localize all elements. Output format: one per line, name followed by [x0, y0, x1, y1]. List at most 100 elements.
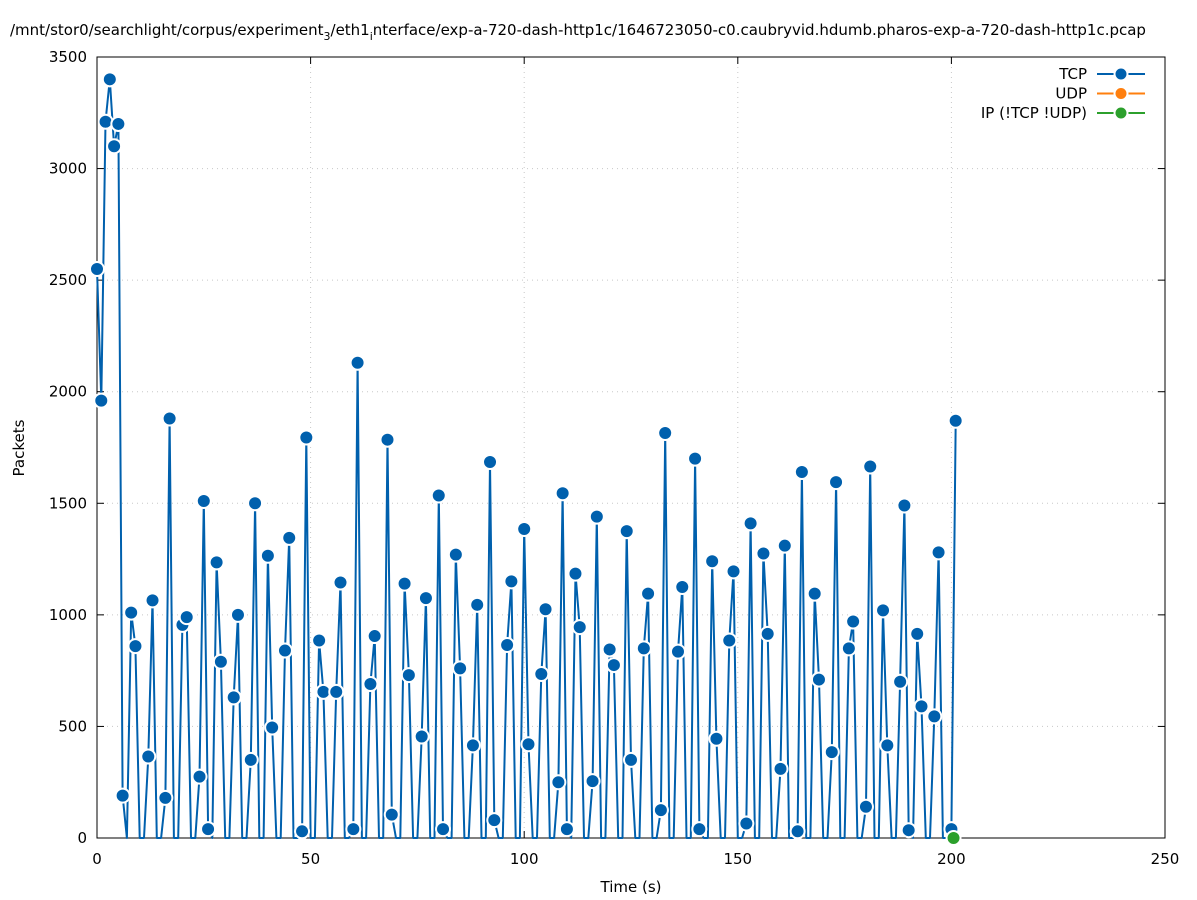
data-point-tcp: [89, 260, 105, 277]
data-point-tcp: [383, 806, 400, 823]
series-ip-tcp-udp: [945, 830, 962, 846]
legend-marker-udp: [1113, 86, 1129, 101]
data-point-tcp: [127, 638, 144, 655]
data-point-tcp: [520, 736, 537, 753]
y-tick-label: 3500: [49, 48, 87, 66]
data-point-tcp: [276, 642, 293, 659]
y-tick-label: 3000: [49, 160, 87, 178]
data-point-tcp: [900, 822, 917, 839]
data-point-tcp: [435, 821, 452, 838]
data-point-tcp: [892, 673, 909, 690]
data-point-tcp: [345, 821, 362, 838]
legend-item-tcp: TCP: [1058, 65, 1145, 83]
data-point-tcp: [328, 683, 345, 700]
data-point-tcp: [875, 602, 892, 619]
data-point-tcp: [913, 698, 930, 715]
data-point-tcp: [558, 821, 575, 838]
data-point-tcp: [725, 563, 742, 580]
data-point-tcp: [413, 728, 430, 745]
data-point-tcp: [605, 657, 622, 674]
data-point-tcp: [516, 520, 533, 537]
legend-item-udp: UDP: [1055, 85, 1145, 103]
data-point-tcp: [533, 665, 550, 682]
data-point-tcp: [311, 632, 328, 649]
data-point-ip-tcp-udp: [945, 830, 962, 846]
data-point-tcp: [101, 71, 118, 88]
data-point-tcp: [721, 632, 738, 649]
data-point-tcp: [161, 410, 178, 427]
data-point-tcp: [623, 751, 639, 768]
data-point-tcp: [195, 493, 212, 510]
data-point-tcp: [755, 545, 772, 562]
data-point-tcp: [687, 450, 704, 467]
data-point-tcp: [584, 773, 601, 790]
data-point-tcp: [281, 529, 298, 546]
x-tick-label: 50: [301, 850, 320, 868]
data-point-tcp: [362, 676, 379, 693]
data-point-tcp: [772, 760, 789, 777]
data-point-tcp: [200, 821, 217, 838]
data-point-tcp: [110, 115, 127, 132]
data-point-tcp: [212, 653, 229, 670]
data-point-tcp: [486, 812, 503, 829]
data-point-tcp: [640, 585, 657, 602]
data-point-tcp: [400, 667, 417, 684]
data-point-tcp: [464, 737, 481, 754]
y-axis-title: Packets: [10, 419, 28, 476]
data-point-tcp: [550, 774, 567, 791]
data-point-tcp: [554, 485, 571, 502]
data-point-tcp: [157, 789, 174, 806]
data-point-tcp: [742, 515, 759, 532]
data-point-tcp: [635, 640, 652, 657]
data-point-tcp: [247, 495, 264, 512]
data-point-tcp: [396, 575, 413, 592]
data-point-tcp: [417, 590, 434, 607]
data-point-tcp: [588, 508, 605, 525]
x-axis-title: Time (s): [600, 878, 662, 896]
data-point-tcp: [828, 474, 845, 491]
legend-label-ip-tcp-udp: IP (!TCP !UDP): [981, 104, 1087, 122]
data-point-tcp: [862, 458, 879, 475]
grid: [97, 57, 1165, 838]
data-point-tcp: [669, 643, 686, 660]
data-point-tcp: [537, 601, 554, 618]
y-tick-label: 1500: [49, 494, 87, 512]
data-point-tcp: [242, 751, 259, 768]
x-tick-label: 100: [510, 850, 539, 868]
legend-item-ip-tcp-udp: IP (!TCP !UDP): [981, 104, 1145, 122]
data-point-tcp: [930, 544, 947, 561]
data-point-tcp: [759, 625, 776, 642]
data-point-tcp: [379, 431, 396, 448]
y-tick-label: 1000: [49, 606, 87, 624]
data-point-tcp: [93, 392, 110, 409]
data-point-tcp: [259, 547, 276, 564]
data-point-tcp: [349, 354, 366, 371]
data-point-tcp: [657, 424, 674, 441]
data-point-tcp: [469, 596, 486, 613]
legend-label-udp: UDP: [1055, 85, 1087, 103]
series-tcp: [89, 71, 964, 840]
axis-ticks: 0 500 1000 1500 2000 2500 3000 3500 0 50 100 150 200…: [49, 48, 1180, 868]
data-point-tcp: [618, 523, 635, 540]
data-point-tcp: [264, 719, 281, 736]
data-point-tcp: [114, 787, 131, 804]
data-point-tcp: [776, 537, 793, 554]
data-point-tcp: [144, 592, 161, 609]
data-point-tcp: [909, 625, 926, 642]
data-point-tcp: [674, 578, 691, 595]
x-tick-label: 150: [723, 850, 752, 868]
legend-marker-tcp: [1113, 66, 1129, 82]
data-point-tcp: [789, 823, 806, 840]
y-tick-label: 0: [77, 829, 87, 847]
data-point-tcp: [97, 113, 114, 130]
y-tick-label: 500: [58, 717, 87, 735]
data-point-tcp: [708, 730, 725, 747]
data-point-tcp: [430, 487, 447, 504]
series-line-tcp: [96, 78, 957, 839]
data-point-tcp: [793, 464, 810, 481]
data-point-tcp: [567, 565, 584, 582]
data-point-tcp: [229, 606, 246, 623]
data-point-tcp: [298, 429, 315, 446]
